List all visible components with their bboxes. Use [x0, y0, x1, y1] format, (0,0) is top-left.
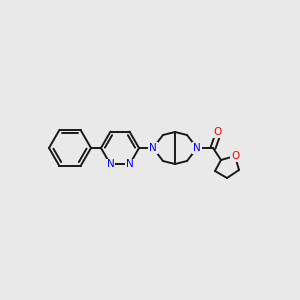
Text: N: N: [149, 143, 157, 153]
Text: O: O: [214, 127, 222, 137]
Text: N: N: [193, 143, 201, 153]
Text: N: N: [106, 160, 114, 170]
Text: O: O: [231, 151, 239, 161]
Text: N: N: [126, 160, 134, 170]
